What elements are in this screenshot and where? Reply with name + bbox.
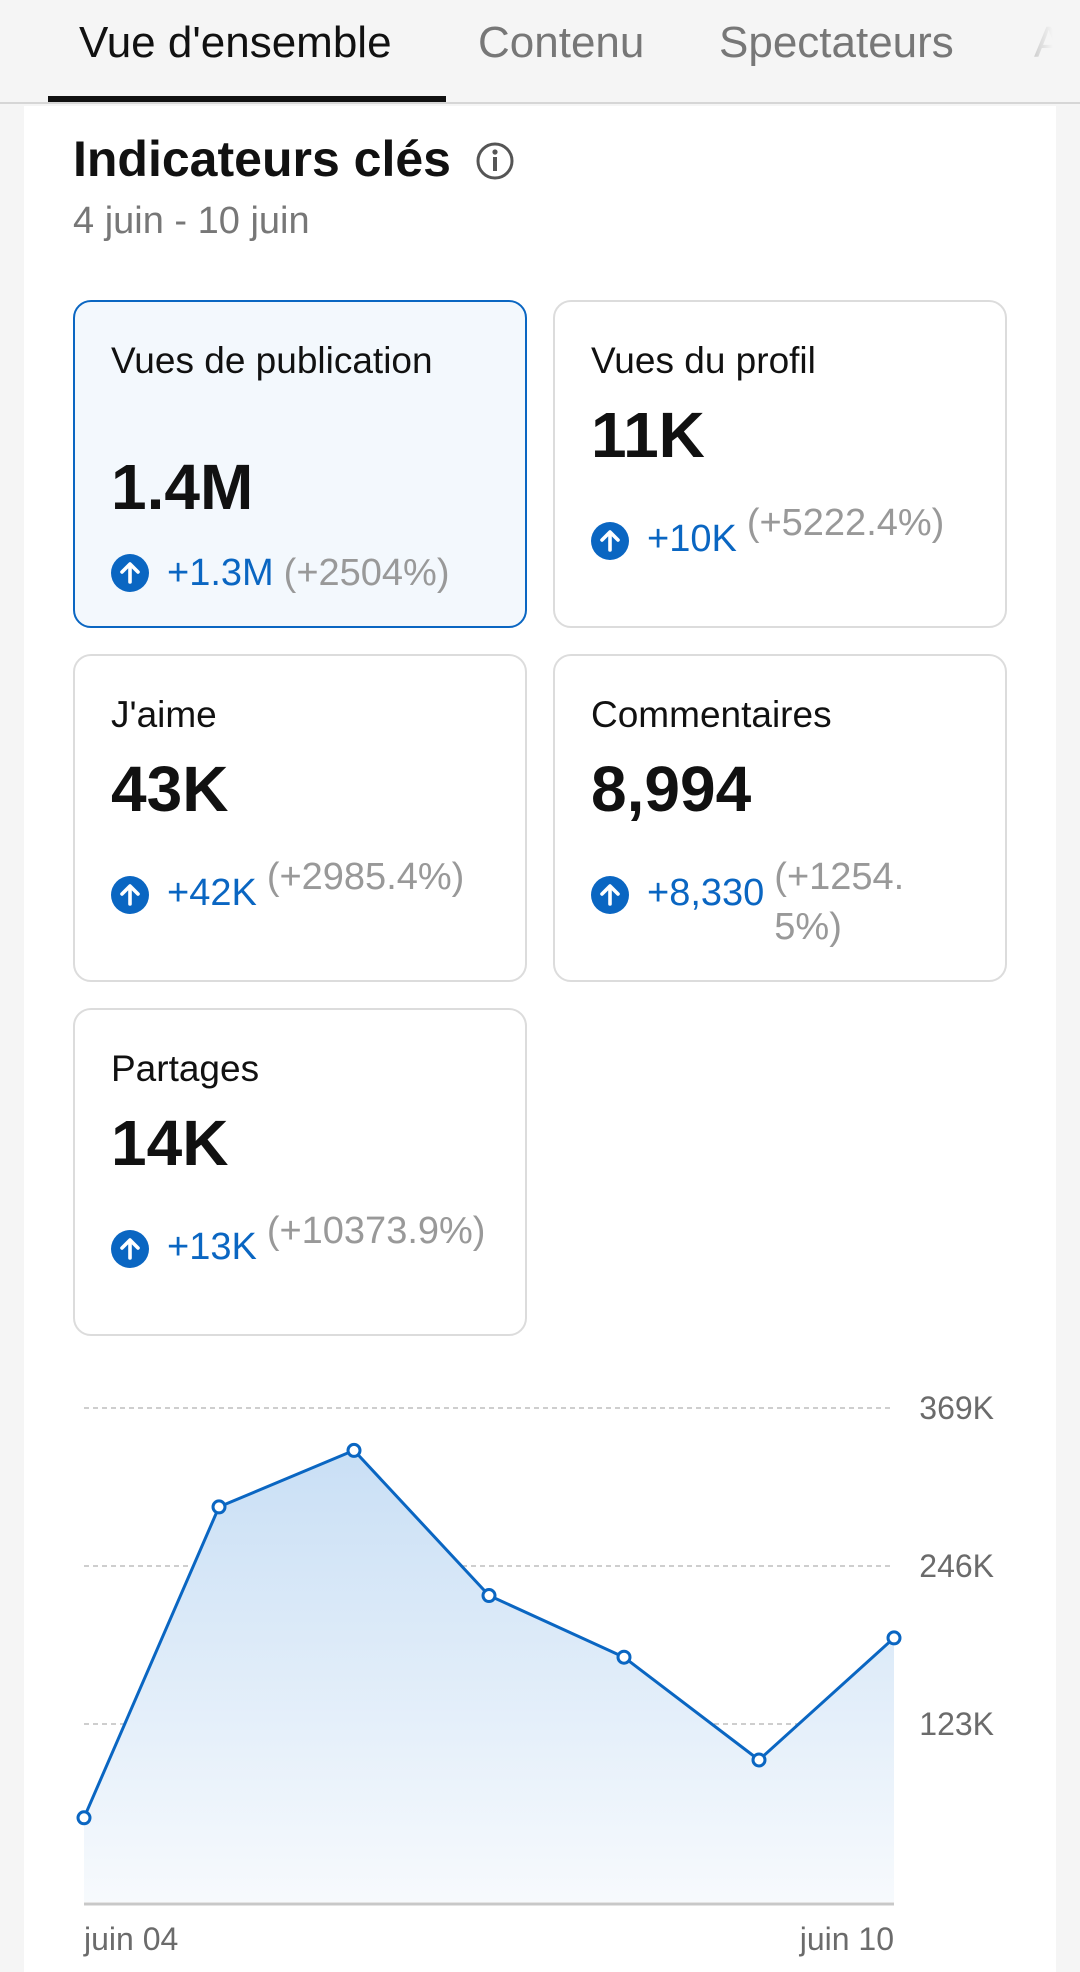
metric-value: 14K xyxy=(111,1107,229,1179)
chart-canvas: 123K 246K 369K juin 04 juin 10 xyxy=(76,1390,994,1957)
arrow-up-icon xyxy=(591,522,629,560)
metric-delta-value: +42K xyxy=(167,872,257,914)
page-title: Indicateurs clés xyxy=(73,131,451,187)
metric-delta-value: +1.3M xyxy=(167,551,274,594)
y-tick-label: 246K xyxy=(919,1548,994,1584)
tab-bar: Vue d'ensemble Contenu Spectateurs Al xyxy=(0,0,1080,104)
metric-card-shares[interactable]: Partages 14K +13K (+10373.9%) xyxy=(73,1008,527,1336)
metric-card-profile-views[interactable]: Vues du profil 11K +10K (+5222.4%) xyxy=(553,300,1007,628)
metric-delta-percent: (+10373.9%) xyxy=(266,1210,486,1252)
metric-delta-percent: (+1254.5%) xyxy=(774,856,905,948)
data-point[interactable] xyxy=(211,1499,227,1515)
metric-label: Partages xyxy=(111,1048,260,1089)
data-point[interactable] xyxy=(886,1630,902,1646)
post-views-chart: 123K 246K 369K juin 04 juin 10 xyxy=(0,1360,1080,1972)
metric-value: 11K xyxy=(591,399,705,471)
metric-delta: +10K (+5222.4%) xyxy=(591,498,981,561)
metric-delta-percent: (+2985.4%) xyxy=(266,856,465,898)
tab-fade-overlay xyxy=(990,0,1080,100)
metric-delta-value: +13K xyxy=(167,1226,257,1268)
x-tick-label: juin 04 xyxy=(83,1921,178,1957)
metric-label: Commentaires xyxy=(591,694,832,735)
arrow-up-icon xyxy=(111,554,149,592)
tab-audience[interactable]: Spectateurs xyxy=(719,18,954,67)
data-point[interactable] xyxy=(616,1649,632,1665)
metric-delta-value: +10K xyxy=(647,518,737,560)
metric-card-post-views[interactable]: Vues de publication 1.4M +1.3M (+2504%) xyxy=(73,300,527,628)
arrow-up-icon xyxy=(111,876,149,914)
metric-delta-percent: (+2504%) xyxy=(283,552,450,594)
metric-delta: +13K (+10373.9%) xyxy=(111,1206,511,1269)
metric-card-likes[interactable]: J'aime 43K +42K (+2985.4%) xyxy=(73,654,527,982)
date-range: 4 juin - 10 juin xyxy=(73,200,310,242)
data-point[interactable] xyxy=(346,1442,362,1458)
metric-label: Vues du profil xyxy=(591,340,816,381)
metric-delta: +1.3M (+2504%) xyxy=(111,548,450,598)
data-point[interactable] xyxy=(481,1588,497,1604)
chart-area-fill xyxy=(84,1450,894,1902)
y-tick-label: 369K xyxy=(919,1390,994,1426)
metric-value: 8,994 xyxy=(591,753,752,825)
arrow-up-icon xyxy=(111,1230,149,1268)
metric-card-comments[interactable]: Commentaires 8,994 +8,330 (+1254.5%) xyxy=(553,654,1007,982)
y-tick-label: 123K xyxy=(919,1706,994,1742)
metric-label: Vues de publication xyxy=(111,340,433,381)
info-icon[interactable] xyxy=(474,140,516,182)
tab-content[interactable]: Contenu xyxy=(478,18,645,67)
metric-delta-value: +8,330 xyxy=(647,872,765,914)
tab-overview[interactable]: Vue d'ensemble xyxy=(79,18,392,67)
metric-label: J'aime xyxy=(111,694,217,735)
data-point[interactable] xyxy=(751,1752,767,1768)
metric-value: 1.4M xyxy=(111,451,254,523)
data-point[interactable] xyxy=(76,1810,92,1826)
metric-value: 43K xyxy=(111,753,229,825)
metric-delta-percent: (+5222.4%) xyxy=(746,502,945,544)
active-tab-indicator xyxy=(48,96,446,102)
metric-delta: +42K (+2985.4%) xyxy=(111,852,501,915)
x-tick-label: juin 10 xyxy=(799,1921,894,1957)
metric-delta: +8,330 (+1254.5%) xyxy=(591,852,981,952)
arrow-up-icon xyxy=(591,876,629,914)
